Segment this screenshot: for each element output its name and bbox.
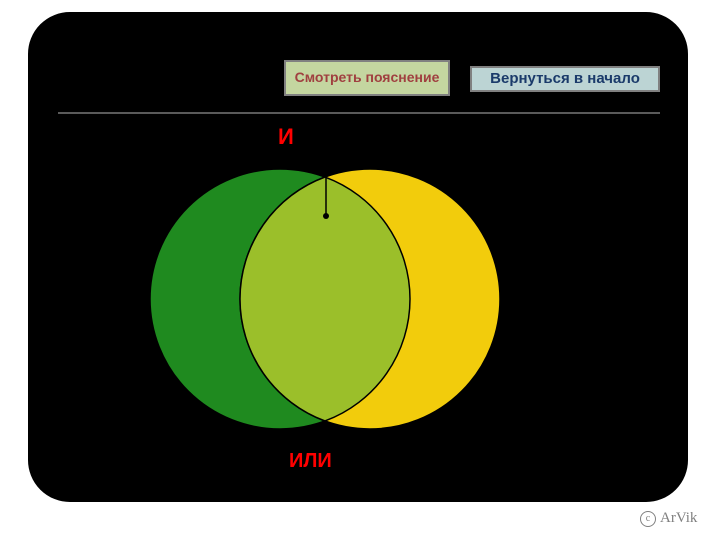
back-to-start-button[interactable]: Вернуться в начало xyxy=(470,66,660,92)
back-to-start-button-label: Вернуться в начало xyxy=(490,71,640,88)
footer-text: ArVik xyxy=(660,510,697,527)
divider-line xyxy=(58,112,660,114)
explain-button-label: Смотреть пояснение xyxy=(295,70,440,85)
explain-button[interactable]: Смотреть пояснение xyxy=(284,60,450,96)
footer-credit: c ArVik xyxy=(640,510,697,527)
copyright-icon: c xyxy=(640,511,656,527)
venn-diagram xyxy=(120,154,520,439)
label-and: И xyxy=(278,124,294,150)
label-or: ИЛИ xyxy=(289,450,332,473)
